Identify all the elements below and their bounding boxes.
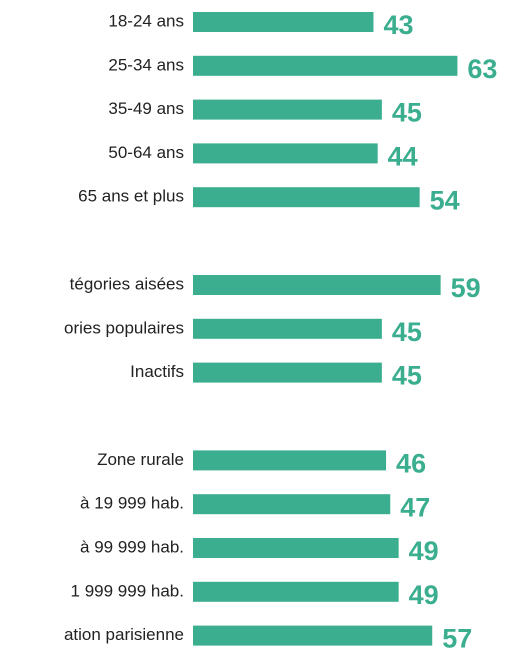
category-label: tégories aisées	[70, 274, 184, 293]
bar	[193, 538, 399, 558]
category-label: ation parisienne	[64, 625, 184, 644]
category-label: à 99 999 hab.	[80, 537, 184, 556]
value-label: 43	[383, 10, 413, 40]
bar	[193, 318, 382, 339]
value-label: 63	[467, 54, 497, 84]
value-label: 45	[392, 317, 422, 347]
bar	[193, 143, 378, 164]
category-label: 1 999 999 hab.	[71, 581, 184, 600]
bar	[193, 450, 387, 471]
bar	[193, 12, 374, 32]
category-label: 50-64 ans	[108, 143, 184, 162]
bar	[193, 99, 382, 120]
category-label: 25-34 ans	[108, 55, 184, 74]
value-label: 45	[392, 98, 422, 128]
value-label: 45	[392, 361, 422, 391]
category-label: à 19 999 hab.	[80, 494, 184, 513]
category-label: Zone rurale	[97, 450, 184, 469]
bar	[193, 362, 382, 383]
bar	[193, 581, 399, 602]
value-label: 44	[388, 142, 418, 172]
category-label: Inactifs	[130, 362, 184, 381]
category-label: 18-24 ans	[108, 11, 184, 30]
value-label: 49	[409, 580, 439, 610]
value-label: 57	[442, 624, 472, 648]
value-label: 59	[451, 273, 481, 303]
value-label: 54	[430, 185, 460, 215]
bar	[193, 55, 458, 76]
value-label: 47	[400, 492, 430, 522]
value-label: 49	[409, 536, 439, 566]
bar	[193, 187, 420, 208]
bar	[193, 275, 441, 295]
category-label: ories populaires	[64, 318, 184, 337]
value-label: 46	[396, 449, 426, 479]
category-label: 35-49 ans	[108, 99, 184, 118]
category-label: 65 ans et plus	[78, 187, 184, 206]
bar	[193, 625, 433, 646]
bar	[193, 494, 391, 515]
